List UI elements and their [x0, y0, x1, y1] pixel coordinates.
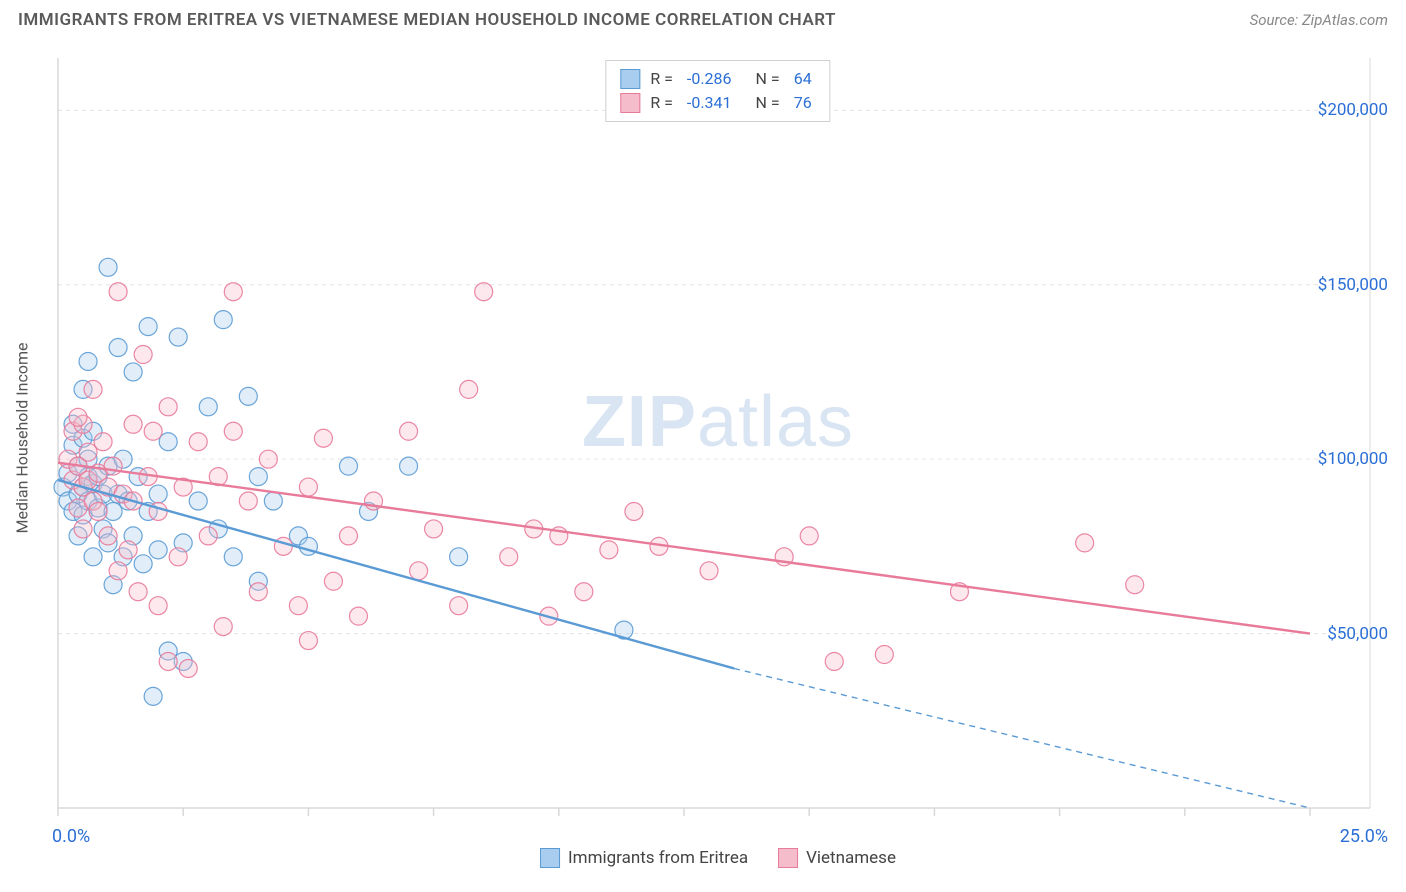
legend-swatch: [540, 848, 560, 868]
legend-swatch: [778, 848, 798, 868]
legend-row: R =-0.341N =76: [620, 91, 815, 115]
x-tick-label: 0.0%: [52, 826, 90, 847]
chart-header: IMMIGRANTS FROM ERITREA VS VIETNAMESE ME…: [0, 0, 1406, 36]
y-tick-label: $50,000: [1327, 624, 1388, 644]
correlation-legend: R =-0.286N =64R =-0.341N =76: [605, 60, 830, 122]
scatter-plot: [50, 48, 1386, 828]
y-tick-label: $200,000: [1318, 100, 1388, 120]
legend-item: Vietnamese: [778, 848, 896, 868]
x-tick-label: 25.0%: [1340, 826, 1388, 847]
series-legend: Immigrants from Eritrea Vietnamese: [540, 848, 896, 868]
y-axis-label: Median Household Income: [13, 343, 32, 534]
chart-title: IMMIGRANTS FROM ERITREA VS VIETNAMESE ME…: [18, 10, 836, 30]
y-tick-label: $100,000: [1318, 449, 1388, 469]
chart-area: Median Household Income ZIPatlas R =-0.2…: [50, 48, 1386, 828]
source-attribution: Source: ZipAtlas.com: [1250, 11, 1388, 29]
legend-item: Immigrants from Eritrea: [540, 848, 748, 868]
y-tick-label: $150,000: [1318, 275, 1388, 295]
legend-row: R =-0.286N =64: [620, 67, 815, 91]
legend-swatch: [620, 69, 640, 89]
legend-swatch: [620, 93, 640, 113]
